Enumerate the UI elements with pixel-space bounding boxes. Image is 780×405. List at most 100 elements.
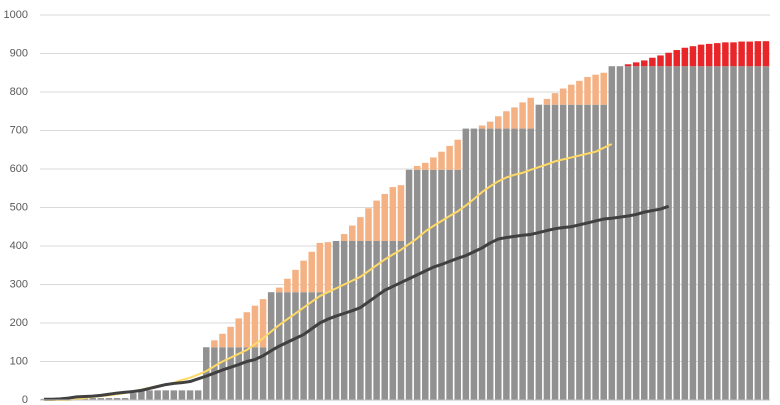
bar [259,347,267,400]
bar [559,88,567,105]
bar [381,194,388,241]
bar [649,66,656,400]
bar [300,292,307,400]
bar [211,340,218,348]
bar [413,165,421,170]
y-tick-label: 700 [10,124,28,136]
bar [438,169,445,400]
bar [722,42,729,67]
bar [422,162,429,170]
bar [405,169,413,400]
bar [665,52,672,67]
bar [413,169,421,400]
bar [130,393,137,400]
bar [673,66,680,400]
bar [527,97,534,129]
y-tick-label: 200 [10,317,28,329]
y-tick-label: 1000 [4,9,28,21]
bar [357,240,364,400]
bar [738,66,745,400]
bar [121,398,129,400]
bar [576,80,583,105]
bar [97,398,105,400]
bar [178,390,186,400]
bar [397,240,405,400]
bar [511,107,518,129]
bar [503,128,510,400]
bar [373,240,380,400]
bar [243,312,251,348]
bar [495,116,502,129]
bar [551,104,559,400]
bar [430,157,437,170]
bar [762,66,770,400]
bar [535,104,543,400]
bar [730,66,737,400]
bar [203,347,210,400]
bar [308,292,315,400]
bar [89,398,96,400]
bar [478,128,486,400]
bar [462,128,470,400]
bar [227,326,234,348]
bar [632,62,640,67]
bar [600,104,607,400]
bar [568,104,575,400]
y-tick-label: 400 [10,240,28,252]
bar [194,390,202,400]
bar [332,240,340,400]
bar [681,47,689,67]
bar [665,66,672,400]
bar [697,66,705,400]
line [44,204,670,401]
bar [478,125,486,129]
bar [446,169,453,400]
bar [754,41,762,67]
bar [267,292,275,400]
bar [519,102,526,129]
bar [641,60,648,67]
y-tick-label: 100 [10,355,28,367]
bar [762,41,770,67]
bar [162,390,169,400]
bar [689,66,697,400]
bar [227,347,234,400]
bar [632,66,640,400]
bar [600,72,607,105]
bar [454,169,461,400]
bar [146,390,153,400]
bar [422,169,429,400]
bar [251,305,259,348]
bar [324,292,332,400]
bar [519,128,526,400]
bar [624,64,632,67]
bar [722,66,729,400]
bar [592,104,599,400]
bar [105,398,113,400]
bar [373,200,380,241]
bar [219,333,226,348]
bar [389,240,397,400]
bar [624,66,632,400]
bar [527,128,534,400]
bar [284,278,291,293]
bar [730,42,737,67]
bar [543,104,551,400]
bar [308,251,315,293]
bar [454,139,461,170]
bar [697,44,705,67]
bar [316,292,324,400]
bar [340,240,348,400]
bar [738,41,745,67]
bar [681,66,689,400]
bar [438,151,445,170]
bar [446,145,453,170]
bar [316,242,324,293]
bar [300,260,307,293]
bar [543,98,551,105]
bar [292,292,299,400]
bar [511,128,518,400]
bar [584,76,591,105]
bar [243,347,251,400]
bar [235,347,242,400]
